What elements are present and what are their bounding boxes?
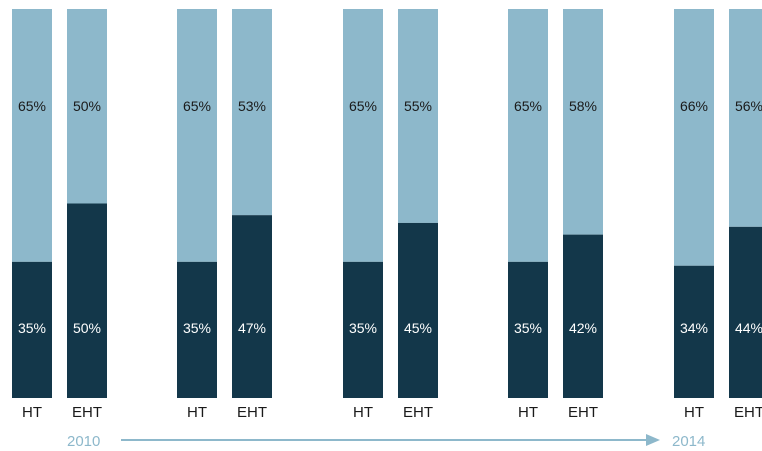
bottom-value-label-eht-3: 45%: [404, 320, 432, 336]
timeline-arrow-head: [646, 434, 660, 446]
bottom-value-label-eht-1: 50%: [73, 320, 101, 336]
timeline-end-year: 2014: [672, 433, 705, 450]
category-label-ht-1: HT: [22, 404, 42, 421]
top-value-label-eht-2: 53%: [238, 98, 266, 114]
top-value-label-eht-3: 55%: [404, 98, 432, 114]
top-value-label-ht-1: 65%: [18, 98, 46, 114]
bottom-value-label-ht-5: 34%: [680, 320, 708, 336]
top-value-label-ht-2: 65%: [183, 98, 211, 114]
bar-bottom-segment-eht-2: [232, 215, 272, 398]
bar-top-segment-ht-2: [177, 9, 217, 262]
bar-top-segment-ht-1: [12, 9, 52, 262]
category-label-eht-4: EHT: [568, 404, 598, 421]
category-label-ht-4: HT: [518, 404, 538, 421]
bottom-value-label-ht-3: 35%: [349, 320, 377, 336]
labels-group: 65% 35% HT 50% 50% EHT 65% 35% HT 53% 47% EHT 65% 35%…: [18, 98, 762, 421]
bar-bottom-segment-ht-2: [177, 261, 217, 398]
top-value-label-eht-5: 56%: [735, 98, 762, 114]
bottom-value-label-eht-2: 47%: [238, 320, 266, 336]
category-label-ht-3: HT: [353, 404, 373, 421]
bar-bottom-segment-eht-4: [563, 234, 603, 398]
bar-top-segment-eht-5: [729, 9, 762, 227]
bar-bottom-segment-eht-1: [67, 203, 107, 398]
top-value-label-ht-3: 65%: [349, 98, 377, 114]
bar-top-segment-eht-2: [232, 9, 272, 216]
timeline-start-year: 2010: [67, 433, 100, 450]
bar-top-segment-ht-4: [508, 9, 548, 262]
bar-bottom-segment-ht-3: [343, 261, 383, 398]
timeline: 2010 2014: [67, 433, 705, 450]
category-label-eht-2: EHT: [237, 404, 267, 421]
top-value-label-ht-4: 65%: [514, 98, 542, 114]
bar-top-segment-eht-3: [398, 9, 438, 223]
bar-bottom-segment-ht-1: [12, 261, 52, 398]
bar-top-segment-ht-3: [343, 9, 383, 262]
bar-bottom-segment-eht-5: [729, 226, 762, 398]
category-label-eht-5: EHT: [734, 404, 762, 421]
bottom-value-label-ht-1: 35%: [18, 320, 46, 336]
bar-bottom-segment-ht-4: [508, 261, 548, 398]
bottom-value-label-eht-5: 44%: [735, 320, 762, 336]
bars-group: [12, 9, 762, 398]
bar-top-segment-ht-5: [674, 9, 714, 266]
category-label-ht-5: HT: [684, 404, 704, 421]
category-label-eht-1: EHT: [72, 404, 102, 421]
category-label-ht-2: HT: [187, 404, 207, 421]
bar-bottom-segment-eht-3: [398, 222, 438, 398]
bar-bottom-segment-ht-5: [674, 265, 714, 398]
bottom-value-label-eht-4: 42%: [569, 320, 597, 336]
category-label-eht-3: EHT: [403, 404, 433, 421]
top-value-label-eht-4: 58%: [569, 98, 597, 114]
top-value-label-eht-1: 50%: [73, 98, 101, 114]
top-value-label-ht-5: 66%: [680, 98, 708, 114]
bar-top-segment-eht-1: [67, 9, 107, 204]
bottom-value-label-ht-4: 35%: [514, 320, 542, 336]
bar-top-segment-eht-4: [563, 9, 603, 235]
bottom-value-label-ht-2: 35%: [183, 320, 211, 336]
